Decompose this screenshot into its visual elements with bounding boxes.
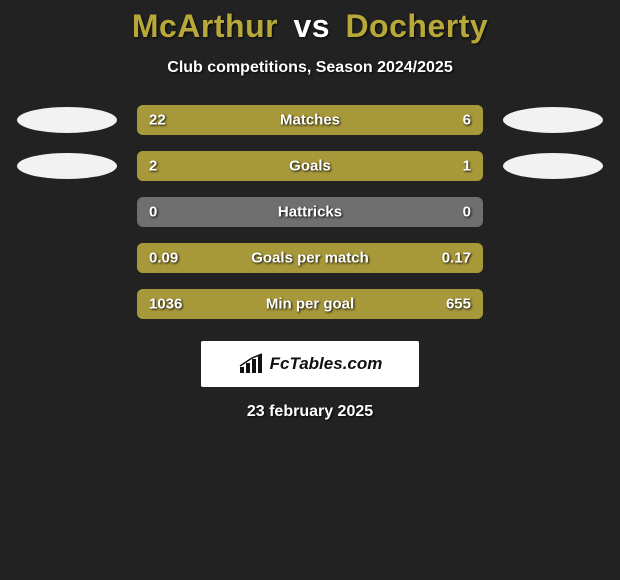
stat-label: Goals per match	[251, 250, 369, 267]
bar-fill-left	[137, 151, 368, 181]
stat-row: 2 1 Goals	[0, 151, 620, 181]
stat-row: 0 0 Hattricks	[0, 197, 620, 227]
stat-label: Hattricks	[278, 204, 342, 221]
stat-value-left: 22	[149, 112, 166, 129]
stat-bar: 1036 655 Min per goal	[137, 289, 483, 319]
stat-value-right: 1	[463, 158, 471, 175]
stat-bar: 22 6 Matches	[137, 105, 483, 135]
stat-label: Goals	[289, 158, 331, 175]
player1-chip	[17, 107, 117, 133]
stat-rows: 22 6 Matches 2 1 Goals 0 0 Hattricks 0.09 0.17 Goal…	[0, 105, 620, 319]
brand-text: FcTables.com	[270, 354, 383, 374]
stat-value-right: 0	[463, 204, 471, 221]
player1-name: McArthur	[132, 8, 278, 44]
player2-chip	[503, 153, 603, 179]
stat-value-right: 0.17	[442, 250, 471, 267]
stat-row: 22 6 Matches	[0, 105, 620, 135]
player2-chip	[503, 107, 603, 133]
stat-bar: 2 1 Goals	[137, 151, 483, 181]
page-title: McArthur vs Docherty	[0, 8, 620, 45]
stat-value-left: 0	[149, 204, 157, 221]
subtitle: Club competitions, Season 2024/2025	[0, 59, 620, 77]
bar-fill-left	[137, 105, 397, 135]
comparison-card: McArthur vs Docherty Club competitions, …	[0, 0, 620, 421]
brand-chart-icon	[238, 353, 264, 375]
stat-row: 1036 655 Min per goal	[0, 289, 620, 319]
stat-value-left: 1036	[149, 296, 182, 313]
player1-chip	[17, 153, 117, 179]
stat-value-right: 655	[446, 296, 471, 313]
stat-row: 0.09 0.17 Goals per match	[0, 243, 620, 273]
player2-name: Docherty	[345, 8, 488, 44]
brand-badge: FcTables.com	[201, 341, 419, 387]
stat-bar: 0.09 0.17 Goals per match	[137, 243, 483, 273]
stat-value-left: 0.09	[149, 250, 178, 267]
stat-bar: 0 0 Hattricks	[137, 197, 483, 227]
date-label: 23 february 2025	[0, 403, 620, 421]
stat-value-left: 2	[149, 158, 157, 175]
stat-value-right: 6	[463, 112, 471, 129]
title-vs: vs	[293, 8, 330, 44]
stat-label: Min per goal	[266, 296, 354, 313]
stat-label: Matches	[280, 112, 340, 129]
